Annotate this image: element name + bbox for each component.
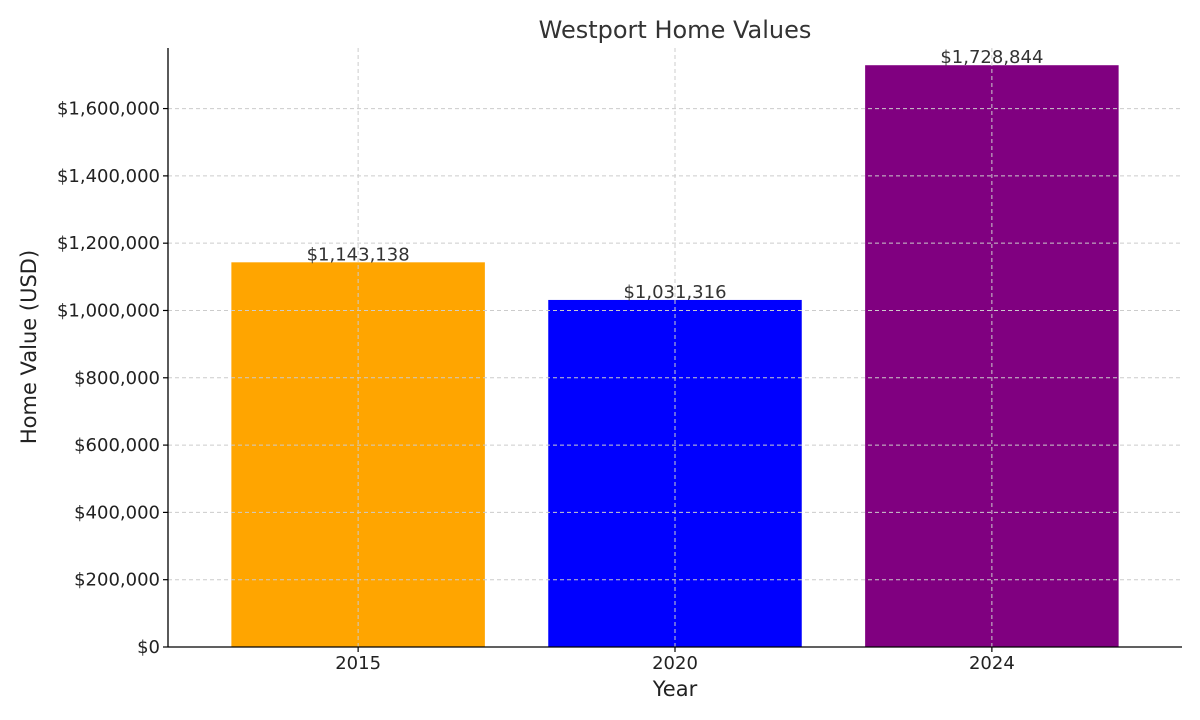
y-tick-label: $400,000 bbox=[74, 502, 160, 523]
y-tick-label: $600,000 bbox=[74, 435, 160, 456]
bar-value-label: $1,143,138 bbox=[307, 244, 410, 265]
x-axis-label: Year bbox=[652, 677, 698, 701]
x-ticks: 2015 2020 2024 bbox=[335, 647, 1015, 674]
bar-value-labels: $1,143,138 $1,031,316 $1,728,844 bbox=[307, 47, 1044, 303]
y-tick-label: $1,600,000 bbox=[57, 99, 160, 120]
bars bbox=[231, 65, 1119, 648]
chart-title: Westport Home Values bbox=[539, 16, 812, 44]
x-tick-label: 2020 bbox=[652, 653, 698, 674]
x-tick-label: 2024 bbox=[969, 653, 1015, 674]
bar-value-label: $1,031,316 bbox=[623, 282, 726, 303]
y-tick-label: $0 bbox=[137, 637, 160, 658]
y-ticks: $0 $200,000 $400,000 $600,000 $800,000 $1,000… bbox=[57, 99, 168, 658]
y-tick-label: $1,200,000 bbox=[57, 233, 160, 254]
x-gridlines bbox=[357, 48, 993, 647]
y-tick-label: $1,000,000 bbox=[57, 300, 160, 321]
x-tick-label: 2015 bbox=[335, 653, 381, 674]
y-tick-label: $800,000 bbox=[74, 368, 160, 389]
y-axis-label: Home Value (USD) bbox=[17, 250, 41, 444]
y-tick-label: $200,000 bbox=[74, 570, 160, 591]
bar-value-label: $1,728,844 bbox=[940, 47, 1043, 68]
y-tick-label: $1,400,000 bbox=[57, 166, 160, 187]
